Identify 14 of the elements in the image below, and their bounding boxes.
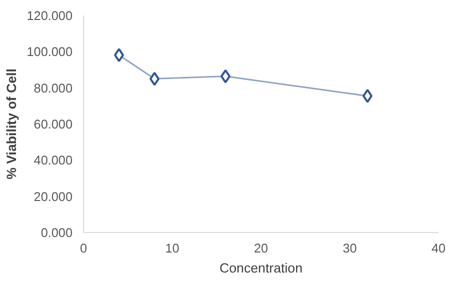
- y-tick-label: 120.000: [26, 9, 72, 23]
- y-tick-label: 80.000: [34, 81, 73, 96]
- y-tick-label: 60.000: [34, 118, 73, 132]
- x-tick-label: 20: [254, 242, 268, 256]
- x-tick-label: 30: [342, 242, 357, 256]
- y-tick-label: 0.000: [40, 226, 72, 240]
- x-axis-title: Concentration: [220, 260, 302, 276]
- y-tick-label: 20.000: [34, 190, 73, 204]
- y-tick-label: 40.000: [34, 154, 73, 168]
- x-tick-label: 0: [80, 242, 88, 256]
- y-axis-title: % Viability of Cell: [4, 68, 19, 180]
- y-tick-label: 100.000: [26, 45, 72, 60]
- x-tick-label: 10: [165, 242, 180, 256]
- x-tick-label: 40: [431, 242, 446, 256]
